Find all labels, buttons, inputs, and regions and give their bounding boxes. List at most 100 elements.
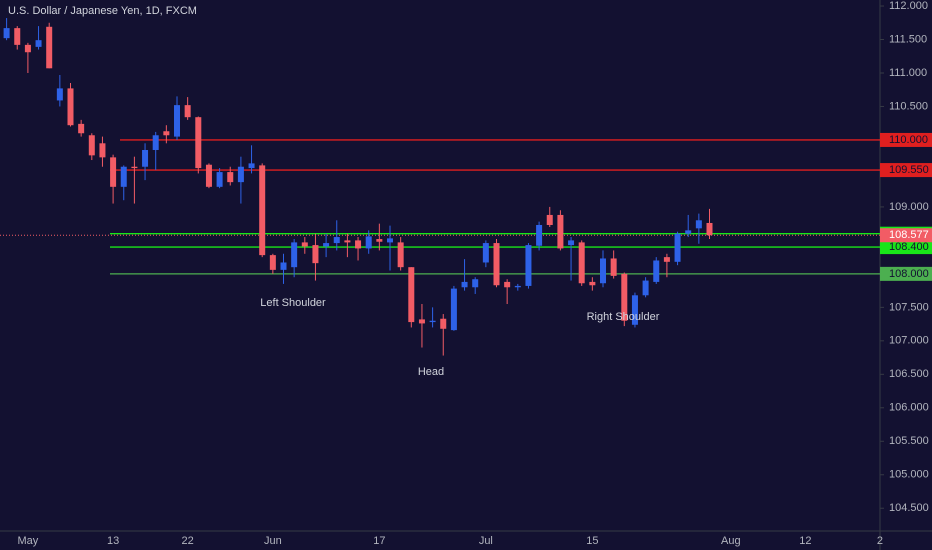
y-tick-label: 106.000 — [889, 402, 929, 414]
candle-body — [482, 243, 489, 263]
candle-body — [514, 285, 521, 288]
candle-body — [504, 281, 511, 288]
candle-body — [269, 255, 276, 270]
y-tick-label: 110.500 — [889, 100, 928, 112]
x-tick-label: Jul — [479, 535, 493, 547]
candle-body — [227, 172, 234, 183]
price-label-box — [880, 132, 932, 147]
candle-body — [110, 157, 117, 187]
candle-body — [237, 166, 244, 183]
candle-body — [131, 166, 138, 169]
candle-body — [663, 257, 670, 262]
candle-body — [589, 281, 596, 286]
candle-body — [450, 288, 457, 331]
candle-body — [600, 258, 606, 284]
candle-body — [312, 245, 319, 264]
candle-body — [461, 281, 468, 288]
candle-body — [557, 214, 564, 249]
candle-body — [205, 164, 212, 187]
candle-body — [291, 242, 298, 268]
candle-body — [397, 242, 404, 268]
candle-body — [142, 149, 149, 167]
price-label: 109.550 — [889, 164, 929, 176]
candle-body — [56, 88, 63, 101]
candle-body — [195, 117, 202, 169]
candle-body — [365, 236, 372, 249]
annotation: Head — [418, 366, 444, 378]
x-tick-label: 13 — [107, 535, 119, 547]
candle-body — [301, 242, 308, 247]
candle-body — [78, 123, 85, 134]
candle-body — [429, 320, 436, 323]
x-tick-label: May — [18, 535, 39, 547]
y-tick-label: 107.000 — [889, 335, 929, 347]
candle-body — [440, 318, 447, 329]
y-tick-label: 104.500 — [889, 502, 929, 514]
candle-body — [24, 44, 31, 53]
y-tick-label: 111.000 — [889, 67, 927, 79]
x-tick-label: Aug — [721, 535, 741, 547]
candle-body — [525, 245, 532, 286]
candle-body — [408, 267, 415, 323]
candle-body — [706, 222, 713, 236]
candle-body — [631, 295, 638, 325]
candle-body — [418, 319, 425, 324]
candle-body — [472, 279, 479, 288]
x-tick-label: 2 — [877, 535, 883, 547]
candle-body — [387, 238, 393, 243]
candle-body — [67, 88, 74, 126]
y-tick-label: 109.000 — [889, 201, 929, 213]
price-label: 108.000 — [889, 268, 929, 280]
candle-body — [493, 243, 500, 286]
annotation: Right Shoulder — [587, 311, 660, 323]
last-price-label: 108.577 — [889, 229, 929, 241]
candle-body — [152, 135, 159, 150]
candle-body — [120, 166, 127, 187]
candle-body — [621, 273, 628, 321]
x-tick-label: 22 — [182, 535, 194, 547]
candle-body — [248, 163, 255, 169]
x-tick-label: 12 — [799, 535, 811, 547]
candle-body — [546, 214, 553, 225]
x-tick-label: 15 — [586, 535, 598, 547]
candle-body — [259, 165, 266, 256]
x-tick-label: Jun — [264, 535, 282, 547]
candle-body — [642, 280, 649, 296]
candle-body — [3, 28, 10, 39]
candle-body — [323, 243, 330, 247]
price-label-box — [880, 266, 932, 281]
y-tick-label: 112.000 — [889, 0, 928, 12]
candle-body — [99, 143, 106, 158]
candle-body — [280, 262, 287, 270]
candle-body — [674, 233, 681, 262]
candle-body — [653, 260, 660, 282]
candle-body — [610, 258, 617, 276]
y-tick-label: 105.500 — [889, 435, 929, 447]
candle-body — [568, 240, 575, 246]
candle-body — [88, 135, 95, 156]
candle-body — [35, 40, 42, 47]
candle-body — [333, 237, 340, 244]
candle-body — [695, 220, 702, 229]
annotation: Left Shoulder — [260, 297, 326, 309]
y-tick-label: 105.000 — [889, 469, 929, 481]
y-tick-label: 111.500 — [889, 33, 927, 45]
chart-title: U.S. Dollar / Japanese Yen, 1D, FXCM — [8, 5, 197, 17]
candle-body — [578, 242, 585, 284]
last-price-box — [880, 228, 932, 243]
price-label: 108.400 — [889, 241, 929, 253]
candle-body — [344, 240, 351, 243]
candle-body — [46, 26, 53, 69]
candle-body — [184, 105, 191, 118]
y-tick-label: 107.500 — [889, 301, 929, 313]
x-tick-label: 17 — [373, 535, 385, 547]
candle-body — [163, 131, 170, 136]
y-tick-label: 106.500 — [889, 368, 929, 380]
candle-body — [376, 239, 383, 242]
candle-body — [536, 224, 543, 246]
candle-body — [685, 230, 692, 234]
candle-body — [14, 28, 21, 45]
